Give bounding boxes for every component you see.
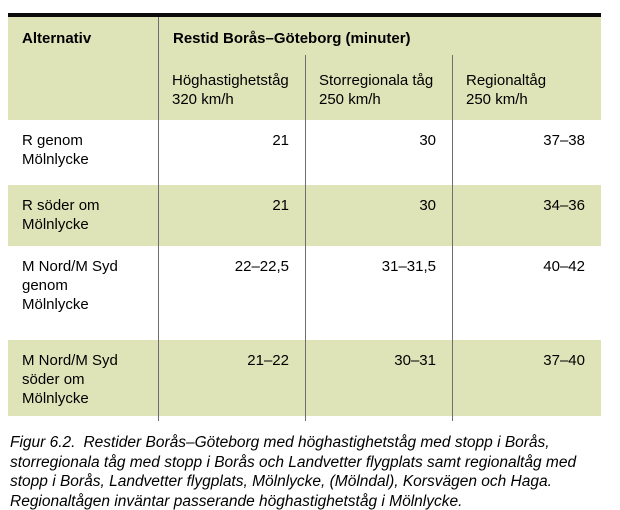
value-cell: 40–42 [452,246,601,340]
figure-caption: Figur 6.2. Restider Borås–Göteborg med hö… [10,433,610,510]
row-label: M Nord/M Syd genom Mölnlycke [8,246,158,340]
value-cell: 30–31 [305,340,452,416]
column-header-regionaltag: Regionaltåg 250 km/h [452,55,601,120]
value-cell: 31–31,5 [305,246,452,340]
column-header-storregionala-tag: Storregionala tåg 250 km/h [305,55,452,120]
row-label: M Nord/M Syd söder om Mölnlycke [8,340,158,416]
value-cell: 37–40 [452,340,601,416]
row-label: R genom Mölnlycke [8,120,158,185]
value-cell: 30 [305,185,452,246]
figure-caption-label: Figur 6.2. [10,434,76,451]
value-cell: 21 [158,120,305,185]
divider-stub [158,416,305,421]
value-cell: 21 [158,185,305,246]
value-cell: 37–38 [452,120,601,185]
divider-stub [305,416,452,421]
value-cell: 21–22 [158,340,305,416]
column-header-hoghastighetstag: Höghastighetståg 320 km/h [158,55,305,120]
column-header-alternativ: Alternativ [8,17,158,120]
divider-stub [452,416,601,421]
travel-time-table: Alternativ Restid Borås–Göteborg (minute… [8,13,601,421]
figure-caption-text: Restider Borås–Göteborg med höghastighet… [10,434,577,510]
row-label: R söder om Mölnlycke [8,185,158,246]
value-cell: 22–22,5 [158,246,305,340]
span-header-restid: Restid Borås–Göteborg (minuter) [158,17,601,55]
value-cell: 30 [305,120,452,185]
value-cell: 34–36 [452,185,601,246]
